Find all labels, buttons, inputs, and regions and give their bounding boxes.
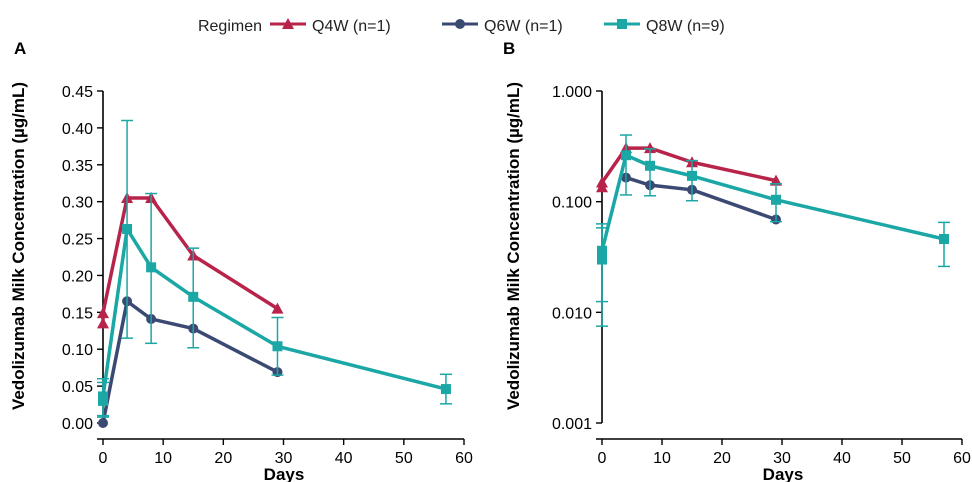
y-tick-label: 1.000 <box>552 84 592 101</box>
legend-item: Q4W (n=1) <box>270 18 391 35</box>
panel-b-axes: 0.001 0.010 0.100 1.000 0 10 20 30 40 50 60 <box>552 84 971 467</box>
legend-marker <box>455 19 465 29</box>
y-tick-label: 0.05 <box>62 379 93 396</box>
x-tick-label: 40 <box>335 450 353 467</box>
panel-b-x-axis-label: Days <box>763 465 804 482</box>
series-square <box>97 119 452 418</box>
x-tick-label: 0 <box>598 450 607 467</box>
y-tick-label: 0.20 <box>62 268 93 285</box>
series-line <box>600 153 945 260</box>
panel-a-x-axis-label: Days <box>264 465 305 482</box>
data-point <box>440 384 451 395</box>
legend-item: Q6W (n=1) <box>442 18 563 35</box>
panel-b: B Vedolizumab Milk Concentration (µg/mL)… <box>503 39 971 482</box>
data-point <box>188 291 199 302</box>
series-line <box>101 299 279 424</box>
panel-b-plot-area <box>596 134 950 327</box>
panel-a-label: A <box>14 39 26 58</box>
data-point <box>98 418 108 428</box>
data-point <box>645 160 655 171</box>
legend-title: Regimen <box>198 18 262 35</box>
data-point <box>621 150 631 161</box>
data-point <box>97 307 109 319</box>
data-point <box>272 341 283 352</box>
legend-marker <box>617 19 627 29</box>
panel-a: A Vedolizumab Milk Concentration (µg/mL)… <box>9 39 473 482</box>
panel-a-plot-area <box>97 119 452 428</box>
x-tick-label: 20 <box>713 450 731 467</box>
legend-items: Q4W (n=1) Q6W (n=1) Q8W (n=9) <box>270 18 725 35</box>
x-tick-label: 20 <box>214 450 232 467</box>
y-tick-label: 0.15 <box>62 305 93 322</box>
legend-label: Q8W (n=9) <box>646 18 725 35</box>
y-tick-label: 0.30 <box>62 195 93 212</box>
legend-item: Q8W (n=9) <box>604 18 725 35</box>
y-tick-label: 0.35 <box>62 158 93 175</box>
data-point <box>771 194 781 205</box>
data-point <box>597 245 607 256</box>
x-tick-label: 10 <box>653 450 671 467</box>
data-point <box>939 233 949 244</box>
x-tick-label: 60 <box>455 450 473 467</box>
x-tick-label: 30 <box>275 450 293 467</box>
data-point <box>98 391 108 402</box>
y-tick-label: 0.40 <box>62 121 93 138</box>
legend-label: Q6W (n=1) <box>484 18 563 35</box>
panel-a-y-axis-label: Vedolizumab Milk Concentration (µg/mL) <box>9 82 28 410</box>
y-tick-label: 0.010 <box>552 305 592 322</box>
data-point <box>770 174 782 186</box>
x-tick-label: 0 <box>99 450 108 467</box>
legend-label: Q4W (n=1) <box>312 18 391 35</box>
series-line <box>625 175 777 222</box>
panel-a-axes: 0.00 0.05 0.10 0.15 0.20 0.25 0.30 0.35 0.40 0.45… <box>62 84 473 467</box>
x-tick-label: 30 <box>773 450 791 467</box>
data-point <box>146 262 157 273</box>
data-point <box>597 254 607 265</box>
data-point <box>644 142 656 154</box>
data-point <box>271 302 284 314</box>
y-tick-label: 0.25 <box>62 232 93 249</box>
series-square <box>596 134 950 327</box>
panel-b-y-axis-label: Vedolizumab Milk Concentration (µg/mL) <box>504 82 523 410</box>
data-point <box>687 170 697 181</box>
y-tick-label: 0.45 <box>62 84 93 101</box>
data-point <box>596 176 608 188</box>
x-tick-label: 10 <box>154 450 172 467</box>
data-point <box>122 223 133 234</box>
series-circle <box>621 172 781 225</box>
x-tick-label: 60 <box>953 450 971 467</box>
panel-b-label: B <box>503 39 515 58</box>
x-tick-label: 50 <box>893 450 911 467</box>
x-tick-label: 40 <box>833 450 851 467</box>
y-tick-label: 0.10 <box>62 342 93 359</box>
y-tick-label: 0.00 <box>62 416 93 433</box>
y-tick-label: 0.001 <box>552 416 592 433</box>
legend-marker <box>282 18 294 29</box>
legend: Regimen Q4W (n=1) Q6W (n=1) Q8W (n=9) <box>198 18 725 35</box>
series-circle <box>98 296 283 428</box>
y-tick-label: 0.100 <box>552 195 592 212</box>
x-tick-label: 50 <box>395 450 413 467</box>
data-point <box>97 317 109 329</box>
